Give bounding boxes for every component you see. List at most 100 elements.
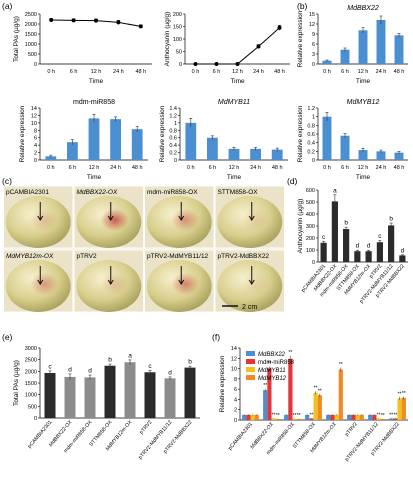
- injection-spot: [171, 208, 200, 232]
- bar-mdm-mir858: [393, 418, 398, 420]
- x-tick-label: 6 h: [213, 69, 221, 75]
- x-tick-label: 0 h: [187, 165, 195, 171]
- injection-spot: [171, 272, 200, 296]
- x-axis-title: Time: [87, 174, 102, 181]
- bar-mdmyb12: [254, 414, 259, 420]
- bar: [394, 35, 404, 64]
- data-point: [138, 24, 143, 29]
- legend-swatch: [246, 367, 255, 372]
- arrow-head: [37, 279, 44, 285]
- significance-letter: d: [68, 366, 72, 373]
- bar-mdbbx22: [326, 414, 331, 420]
- x-axis-title: Time: [230, 78, 245, 85]
- y-tick-label: 15: [309, 12, 315, 18]
- bar-mdmyb11: [376, 418, 381, 420]
- y-tick-label: 6: [234, 387, 237, 393]
- y-tick-label: 2: [234, 408, 237, 414]
- y-tick-label: 300: [306, 224, 315, 230]
- significance-letter: b: [344, 220, 348, 227]
- bar-mdmyb11: [334, 414, 339, 420]
- x-axis-title: Time: [89, 78, 104, 85]
- y-tick-label: 12: [309, 22, 315, 28]
- x-tick-label: 0 h: [47, 165, 55, 171]
- x-tick-label: 24 h: [110, 165, 121, 171]
- y-tick-label: 8: [34, 128, 37, 134]
- bar: [184, 367, 196, 418]
- significance-letter: c: [48, 363, 52, 370]
- bar: [124, 362, 136, 418]
- arrow-head: [248, 215, 255, 221]
- significance-mark: **: [398, 391, 402, 397]
- significance-mark: **: [263, 383, 267, 389]
- data-point: [235, 62, 240, 66]
- chart-b1-mdbbx22: 0 3 6 9 12 15 Relative expression MdBBX22 0 h 6 h…: [297, 5, 408, 85]
- significance-letter: d: [88, 368, 92, 375]
- arrow-head: [248, 279, 255, 285]
- chart-title: MdMYB11: [218, 99, 250, 106]
- y-tick-label: 0: [34, 158, 37, 164]
- bar-mdm-mir858: [330, 414, 335, 420]
- y-tick-label: 10: [231, 367, 237, 373]
- bar: [340, 49, 350, 64]
- significance-mark: **: [272, 413, 276, 419]
- apple-photo-panel: pCAMBIA2301 MdBBX22-OX mdm-miR858-OX STTM85…: [3, 185, 285, 313]
- y-tick-label: 500: [28, 404, 37, 410]
- bar-mdbbx22: [389, 418, 394, 420]
- scale-bar: 2 cm: [222, 304, 257, 311]
- legend-swatch: [246, 375, 255, 380]
- bar: [185, 122, 197, 160]
- bar-mdmyb11: [397, 398, 402, 420]
- y-tick-label: 0.4: [169, 143, 177, 149]
- bar-mdbbx22: [242, 414, 247, 420]
- significance-letter: b: [188, 359, 192, 366]
- apple-photo: pTRV2: [73, 249, 144, 313]
- y-tick-label: 0: [34, 416, 37, 422]
- apple-photo: pCAMBIA2301: [3, 185, 74, 249]
- bar: [394, 152, 404, 160]
- x-tick-label: 24 h: [253, 69, 264, 75]
- significance-letter: c: [322, 234, 326, 241]
- significance-mark: **: [297, 413, 301, 419]
- bar: [84, 377, 96, 418]
- legend-label: MdMYB12: [258, 376, 287, 382]
- bar-mdbbx22: [368, 414, 373, 420]
- photo-label: pTRV2-MdMYB11/12: [147, 253, 209, 260]
- panel-label-d: (d): [287, 176, 298, 186]
- y-axis-title: Relative expression: [297, 10, 304, 67]
- bar-mdmyb11: [355, 414, 360, 420]
- bar: [144, 372, 156, 418]
- apple-photo: STTM858-OX: [214, 185, 285, 249]
- significance-mark: **: [276, 413, 280, 419]
- y-tick-label: 1000: [25, 42, 37, 48]
- legend-label: MdMYB11: [258, 368, 286, 374]
- injection-spot: [241, 272, 270, 296]
- photo-label: pTRV2-MdBBX22: [218, 253, 270, 260]
- y-tick-label: 8: [234, 377, 237, 383]
- arrow-head: [107, 215, 114, 221]
- y-axis-title: Anthocyanin (µg/g): [297, 199, 304, 254]
- bar-mdmyb12: [275, 418, 280, 420]
- panel-label-e: (e): [2, 332, 13, 342]
- x-tick-label: 24 h: [250, 165, 261, 171]
- y-tick-label: 600: [306, 188, 315, 194]
- bar: [354, 251, 361, 262]
- significance-mark: **: [293, 413, 297, 419]
- significance-mark: **: [393, 413, 397, 419]
- y-tick-label: 2000: [25, 369, 37, 375]
- bar: [110, 119, 121, 160]
- arrow-head: [178, 215, 185, 221]
- apple-photo: MdMYB12m-OX: [3, 249, 74, 313]
- bar-mdmyb12: [317, 395, 322, 420]
- y-tick-label: 0: [174, 158, 177, 164]
- bar-mdmyb11: [250, 414, 255, 420]
- bar-mdmyb11: [313, 392, 318, 420]
- bar-mdm-mir858: [246, 414, 251, 420]
- x-tick-label: 6 h: [69, 165, 77, 171]
- x-tick-label: 0 h: [323, 69, 331, 75]
- x-tick-label: 12 h: [358, 165, 369, 171]
- y-tick-label: 0: [312, 260, 315, 266]
